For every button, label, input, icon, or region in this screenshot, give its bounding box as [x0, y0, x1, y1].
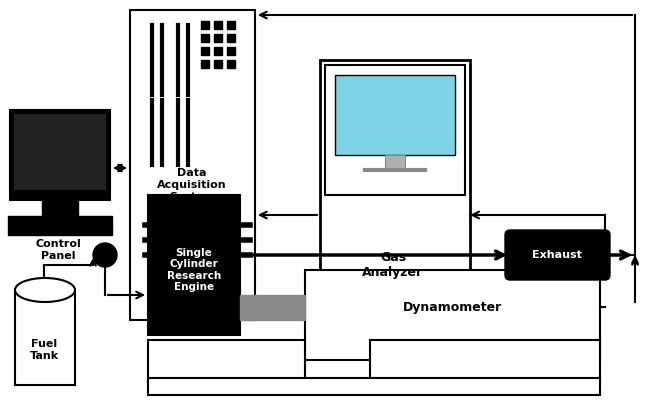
FancyBboxPatch shape	[305, 270, 600, 360]
FancyBboxPatch shape	[201, 47, 209, 55]
Text: Control
Panel: Control Panel	[35, 239, 81, 261]
FancyBboxPatch shape	[240, 295, 305, 320]
Text: Single
Cylinder
Research
Engine: Single Cylinder Research Engine	[167, 248, 221, 292]
FancyBboxPatch shape	[10, 110, 110, 200]
FancyBboxPatch shape	[148, 340, 305, 385]
FancyBboxPatch shape	[214, 21, 222, 29]
FancyBboxPatch shape	[214, 60, 222, 68]
FancyBboxPatch shape	[227, 21, 235, 29]
FancyBboxPatch shape	[15, 290, 75, 385]
FancyBboxPatch shape	[148, 378, 600, 395]
Text: Data
Acquisition
System: Data Acquisition System	[157, 168, 227, 202]
Circle shape	[93, 243, 117, 267]
FancyBboxPatch shape	[14, 114, 106, 190]
FancyBboxPatch shape	[227, 34, 235, 42]
FancyBboxPatch shape	[335, 75, 455, 155]
FancyBboxPatch shape	[385, 155, 405, 170]
FancyBboxPatch shape	[8, 216, 112, 235]
FancyBboxPatch shape	[214, 47, 222, 55]
FancyBboxPatch shape	[325, 65, 465, 195]
Text: Exhaust: Exhaust	[532, 250, 582, 260]
Text: Pump: Pump	[69, 215, 101, 225]
FancyBboxPatch shape	[214, 34, 222, 42]
FancyBboxPatch shape	[148, 195, 240, 335]
FancyBboxPatch shape	[201, 60, 209, 68]
FancyBboxPatch shape	[130, 10, 255, 320]
Ellipse shape	[15, 278, 75, 302]
FancyBboxPatch shape	[227, 47, 235, 55]
FancyBboxPatch shape	[370, 340, 600, 385]
Text: Dynamometer: Dynamometer	[402, 300, 501, 314]
FancyBboxPatch shape	[201, 21, 209, 29]
Text: Fuel
Tank: Fuel Tank	[29, 339, 59, 361]
FancyBboxPatch shape	[42, 198, 78, 218]
Text: Gas
Analyzer: Gas Analyzer	[363, 251, 424, 279]
FancyBboxPatch shape	[227, 60, 235, 68]
FancyBboxPatch shape	[320, 60, 470, 310]
FancyBboxPatch shape	[201, 34, 209, 42]
FancyBboxPatch shape	[505, 230, 610, 280]
